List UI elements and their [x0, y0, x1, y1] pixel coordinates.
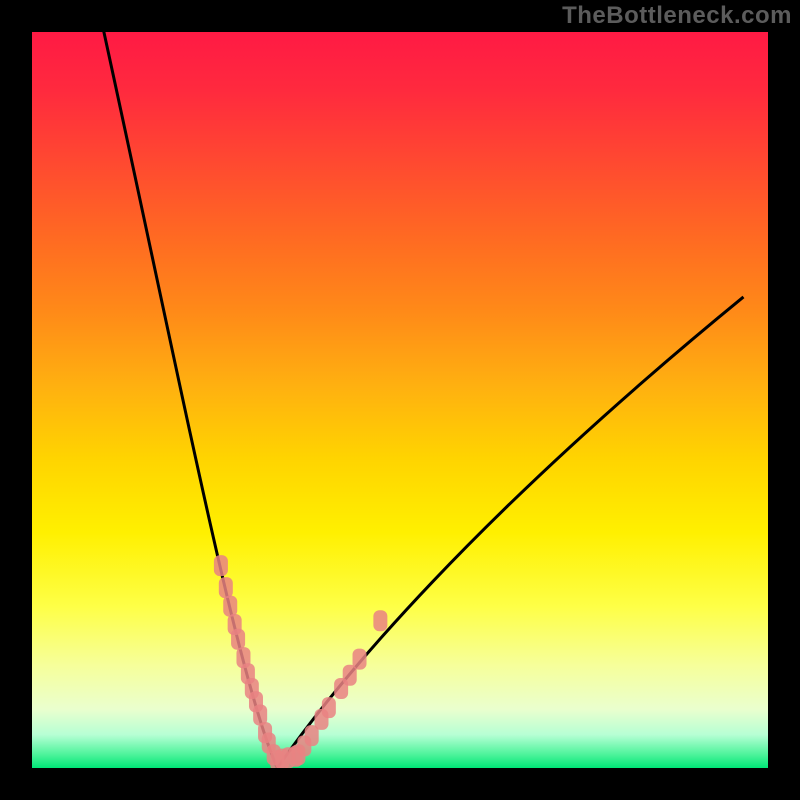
data-marker — [219, 577, 233, 598]
data-marker — [322, 697, 336, 718]
data-marker — [214, 555, 228, 576]
chart-container: { "meta": { "width_px": 800, "height_px"… — [0, 0, 800, 800]
data-marker — [231, 629, 245, 650]
watermark-text: TheBottleneck.com — [562, 2, 792, 30]
data-marker — [353, 649, 367, 670]
bottleneck-chart — [0, 0, 800, 800]
plot-background — [32, 32, 768, 768]
data-marker — [373, 610, 387, 631]
data-marker — [223, 596, 237, 617]
